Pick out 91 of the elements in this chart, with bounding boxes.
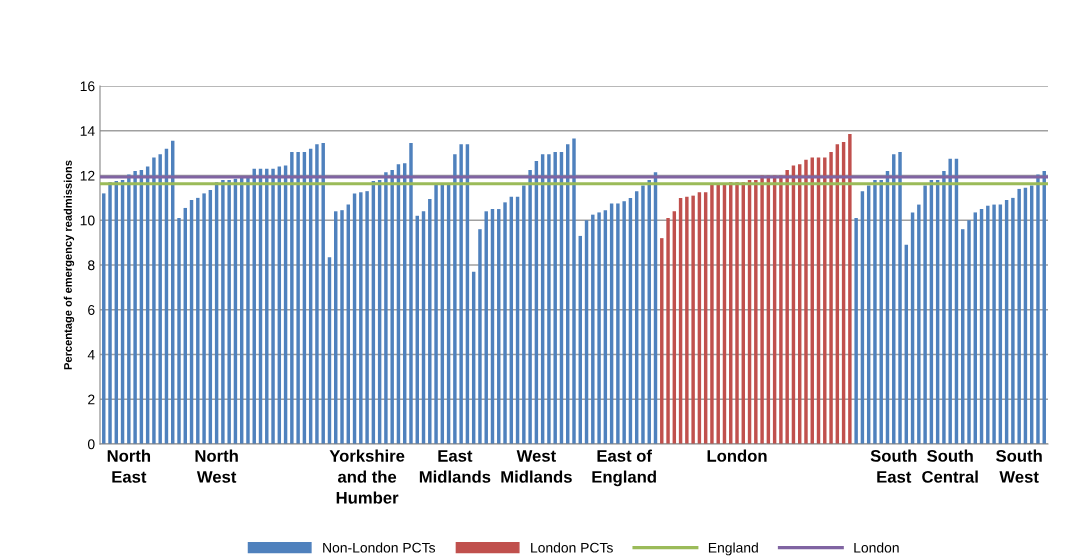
y-tick-label: 14 xyxy=(80,126,95,136)
bar xyxy=(453,154,457,444)
y-tick-label: 0 xyxy=(87,439,95,450)
bar xyxy=(522,185,526,444)
bar xyxy=(622,201,626,444)
bar xyxy=(1017,188,1021,444)
bar xyxy=(390,169,394,444)
bar xyxy=(271,168,275,444)
bar xyxy=(196,197,200,444)
bar xyxy=(804,159,808,444)
bar xyxy=(829,152,833,444)
y-axis-title: Percentage of emergency readmissions xyxy=(63,160,75,370)
bar xyxy=(158,154,162,444)
bar xyxy=(133,171,137,444)
bar xyxy=(666,218,670,444)
bar xyxy=(854,218,858,444)
bar xyxy=(848,134,852,444)
bar xyxy=(221,179,225,444)
legend-label: Non-London PCTs xyxy=(323,542,436,553)
x-tick-label: Yorkshire and the Humber xyxy=(329,449,405,504)
bar xyxy=(591,214,595,444)
bar xyxy=(942,171,946,444)
bar xyxy=(365,191,369,444)
bar xyxy=(434,184,438,444)
bar xyxy=(754,179,758,444)
bar xyxy=(409,143,413,444)
x-tick-label: North East xyxy=(107,449,151,483)
bar xyxy=(898,152,902,444)
bar xyxy=(503,202,507,444)
bar xyxy=(547,154,551,444)
legend-label: London xyxy=(854,542,899,553)
bar xyxy=(528,169,532,444)
x-tick-label: West Midlands xyxy=(501,450,572,483)
legend-label: London PCTs xyxy=(531,542,613,553)
bar xyxy=(992,204,996,444)
bar xyxy=(967,220,971,444)
y-tick-label: 16 xyxy=(80,81,95,92)
bar xyxy=(823,157,827,444)
bar xyxy=(265,168,269,444)
bar xyxy=(202,193,206,444)
bar xyxy=(384,172,388,444)
bar xyxy=(873,179,877,444)
bar xyxy=(735,182,739,444)
bar xyxy=(917,204,921,444)
bar xyxy=(785,169,789,444)
bar xyxy=(227,179,231,444)
bar xyxy=(108,182,112,444)
bar xyxy=(641,185,645,444)
bar xyxy=(296,152,300,444)
bar xyxy=(710,184,714,444)
y-tick-label: 12 xyxy=(80,170,95,181)
bar xyxy=(572,138,576,444)
bar xyxy=(428,198,432,444)
y-tick-label: 4 xyxy=(87,349,95,360)
bar xyxy=(1036,174,1040,444)
bar xyxy=(152,157,156,444)
x-tick-label: South East xyxy=(870,449,917,483)
bar xyxy=(359,192,363,444)
y-tick-label: 8 xyxy=(88,260,95,271)
x-tick-label: North West xyxy=(195,449,238,483)
bar xyxy=(553,152,557,444)
bar xyxy=(986,205,990,444)
bar xyxy=(290,152,294,444)
bar xyxy=(597,212,601,444)
bar xyxy=(127,174,131,444)
bar xyxy=(923,185,927,444)
bar xyxy=(484,211,488,444)
bar xyxy=(1011,197,1015,444)
y-tick-label: 6 xyxy=(88,305,95,315)
y-tick-label: 2 xyxy=(88,394,95,405)
bar xyxy=(321,143,325,444)
bar xyxy=(315,144,319,444)
y-tick-label: 10 xyxy=(80,215,95,226)
bar xyxy=(177,218,181,444)
legend-label: England xyxy=(708,542,758,556)
x-tick-label: East of England xyxy=(592,449,656,487)
bar xyxy=(685,196,689,444)
bar xyxy=(691,195,695,444)
bar xyxy=(478,229,482,444)
bar xyxy=(660,238,664,444)
x-tick-label: South West xyxy=(996,449,1042,483)
bar xyxy=(879,179,883,444)
bar xyxy=(616,203,620,444)
bar xyxy=(340,210,344,444)
x-tick-label: London xyxy=(707,449,767,462)
x-tick-label: South Central xyxy=(922,449,978,483)
bar xyxy=(948,158,952,444)
bar xyxy=(459,144,463,444)
bar xyxy=(716,184,720,444)
x-tick-label: East Midlands xyxy=(419,450,491,483)
bar xyxy=(246,177,250,444)
